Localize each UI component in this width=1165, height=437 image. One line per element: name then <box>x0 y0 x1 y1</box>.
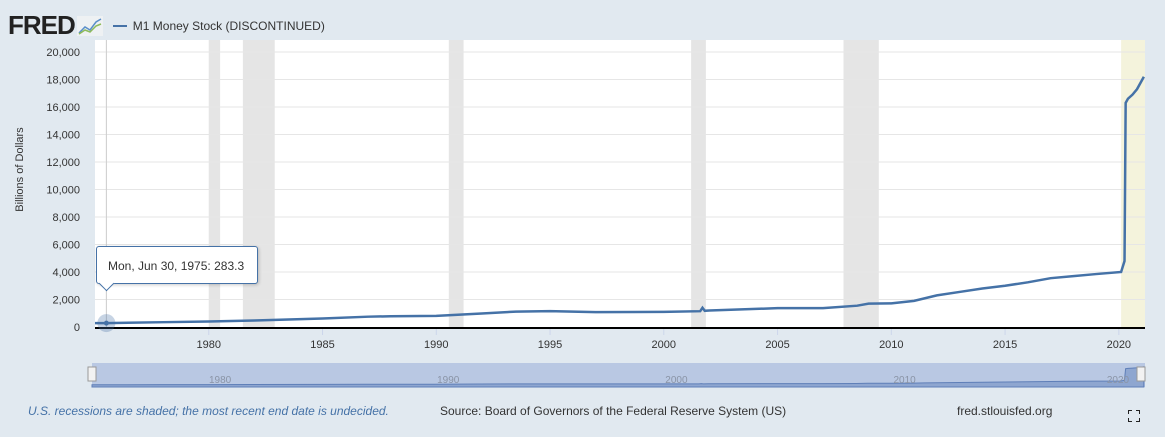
chart-header: FRED M1 Money Stock (DISCONTINUED) <box>8 10 325 41</box>
fred-logo[interactable]: FRED <box>8 10 76 40</box>
tooltip-value: 283.3 <box>214 259 245 273</box>
recession-shade <box>448 40 464 327</box>
fullscreen-icon[interactable] <box>1128 410 1140 422</box>
x-tick-label: 2010 <box>879 339 903 351</box>
navigator-tick-label: 1980 <box>209 375 232 386</box>
recession-shade <box>843 40 879 327</box>
legend-item[interactable]: M1 Money Stock (DISCONTINUED) <box>112 18 325 33</box>
site-link[interactable]: fred.stlouisfed.org <box>957 404 1053 418</box>
recession-note: U.S. recessions are shaded; the most rec… <box>28 404 389 418</box>
y-axis-label: Billions of Dollars <box>14 127 26 212</box>
x-tick-label: 2000 <box>652 339 676 351</box>
data-point <box>103 320 109 326</box>
navigator-tick-label: 2000 <box>665 375 688 386</box>
tooltip: Mon, Jun 30, 1975: 283.3 <box>96 246 258 284</box>
series-line <box>94 76 1145 325</box>
source-text: Source: Board of Governors of the Federa… <box>440 404 787 418</box>
recession-shade <box>208 40 221 327</box>
line-chart-icon <box>76 15 103 36</box>
x-tick-label: 2020 <box>1107 339 1131 351</box>
x-tick-label: 2015 <box>993 339 1017 351</box>
x-tick-label: 1995 <box>538 339 562 351</box>
y-tick-label: 10,000 <box>46 185 80 197</box>
y-tick-label: 6,000 <box>52 240 80 252</box>
navigator-handle-left[interactable] <box>87 366 97 382</box>
recent-recession-shade <box>1121 40 1145 327</box>
legend-label: M1 Money Stock (DISCONTINUED) <box>132 18 325 33</box>
y-tick-label: 8,000 <box>52 212 80 224</box>
navigator-tick-label: 2010 <box>893 375 916 386</box>
y-tick-label: 12,000 <box>46 157 80 169</box>
y-tick-label: 4,000 <box>52 267 80 279</box>
navigator-series <box>91 366 1145 388</box>
y-tick-label: 14,000 <box>46 130 80 142</box>
tooltip-date: Mon, Jun 30, 1975: <box>108 259 211 273</box>
y-tick-label: 20,000 <box>46 47 80 59</box>
x-tick-label: 1985 <box>310 339 334 351</box>
x-tick-label: 2005 <box>765 339 789 351</box>
legend-swatch <box>112 24 127 27</box>
x-tick-label: 1990 <box>424 339 448 351</box>
recession-shade <box>691 40 706 327</box>
navigator-handle-right[interactable] <box>1136 366 1146 382</box>
navigator-tick-label: 1990 <box>437 375 460 386</box>
y-tick-label: 16,000 <box>46 102 80 114</box>
navigator-tick-label: 2020 <box>1107 375 1130 386</box>
y-tick-label: 0 <box>74 322 80 334</box>
y-tick-label: 2,000 <box>52 295 80 307</box>
x-tick-label: 1980 <box>197 339 221 351</box>
y-tick-label: 18,000 <box>46 75 80 87</box>
